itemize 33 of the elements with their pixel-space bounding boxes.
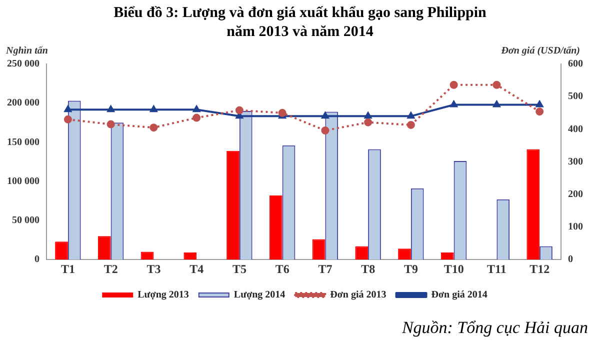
chart-title: Biểu đồ 3: Lượng và đơn giá xuất khẩu gạo sang Philippin năm 2013 và năm 2014 <box>112 4 488 42</box>
x-tick-label: T7 <box>318 262 332 276</box>
x-tick-label: T12 <box>530 262 550 276</box>
x-tick-label: T9 <box>404 262 418 276</box>
y-tick-label: 50 000 <box>12 215 40 226</box>
y2-tick-label: 400 <box>568 124 583 135</box>
x-tick-label: T10 <box>444 262 464 276</box>
y-tick-label: 250 000 <box>7 58 40 70</box>
legend-label: Lượng 2014 <box>234 290 286 301</box>
x-tick-label: T4 <box>190 262 204 276</box>
x-tick-label: T3 <box>146 262 161 276</box>
y2-tick-label: 0 <box>568 254 573 266</box>
x-tick-label: T1 <box>60 262 75 276</box>
y-tick-label: 200 000 <box>7 98 40 109</box>
y-tick-label: 150 000 <box>7 136 40 148</box>
y2-tick-label: 100 <box>568 222 583 233</box>
x-tick-label: T8 <box>361 262 376 276</box>
y-tick-label: 100 000 <box>7 176 40 187</box>
x-tick-label: T11 <box>487 262 506 276</box>
y2-tick-label: 300 <box>568 156 583 168</box>
y2-axis-title: Đơn giá (USD/tấn) <box>500 46 580 57</box>
y2-tick-label: 200 <box>568 188 583 200</box>
x-tick-label: T2 <box>104 262 118 276</box>
y2-tick-label: 600 <box>568 58 583 70</box>
y-tick-label: 0 <box>34 254 40 266</box>
text: Nguồn: Tổng cục Hải quan <box>402 318 588 338</box>
legend-label: Đơn giá 2013 <box>330 290 386 301</box>
legend-label: Đơn giá 2014 <box>431 290 488 301</box>
legend-label: Lượng 2013 <box>138 290 189 301</box>
x-tick-label: T5 <box>232 262 246 276</box>
x-tick-label: T6 <box>275 262 290 276</box>
y2-tick-label: 500 <box>568 91 583 102</box>
y-axis-title: Nghìn tấn <box>5 46 48 57</box>
